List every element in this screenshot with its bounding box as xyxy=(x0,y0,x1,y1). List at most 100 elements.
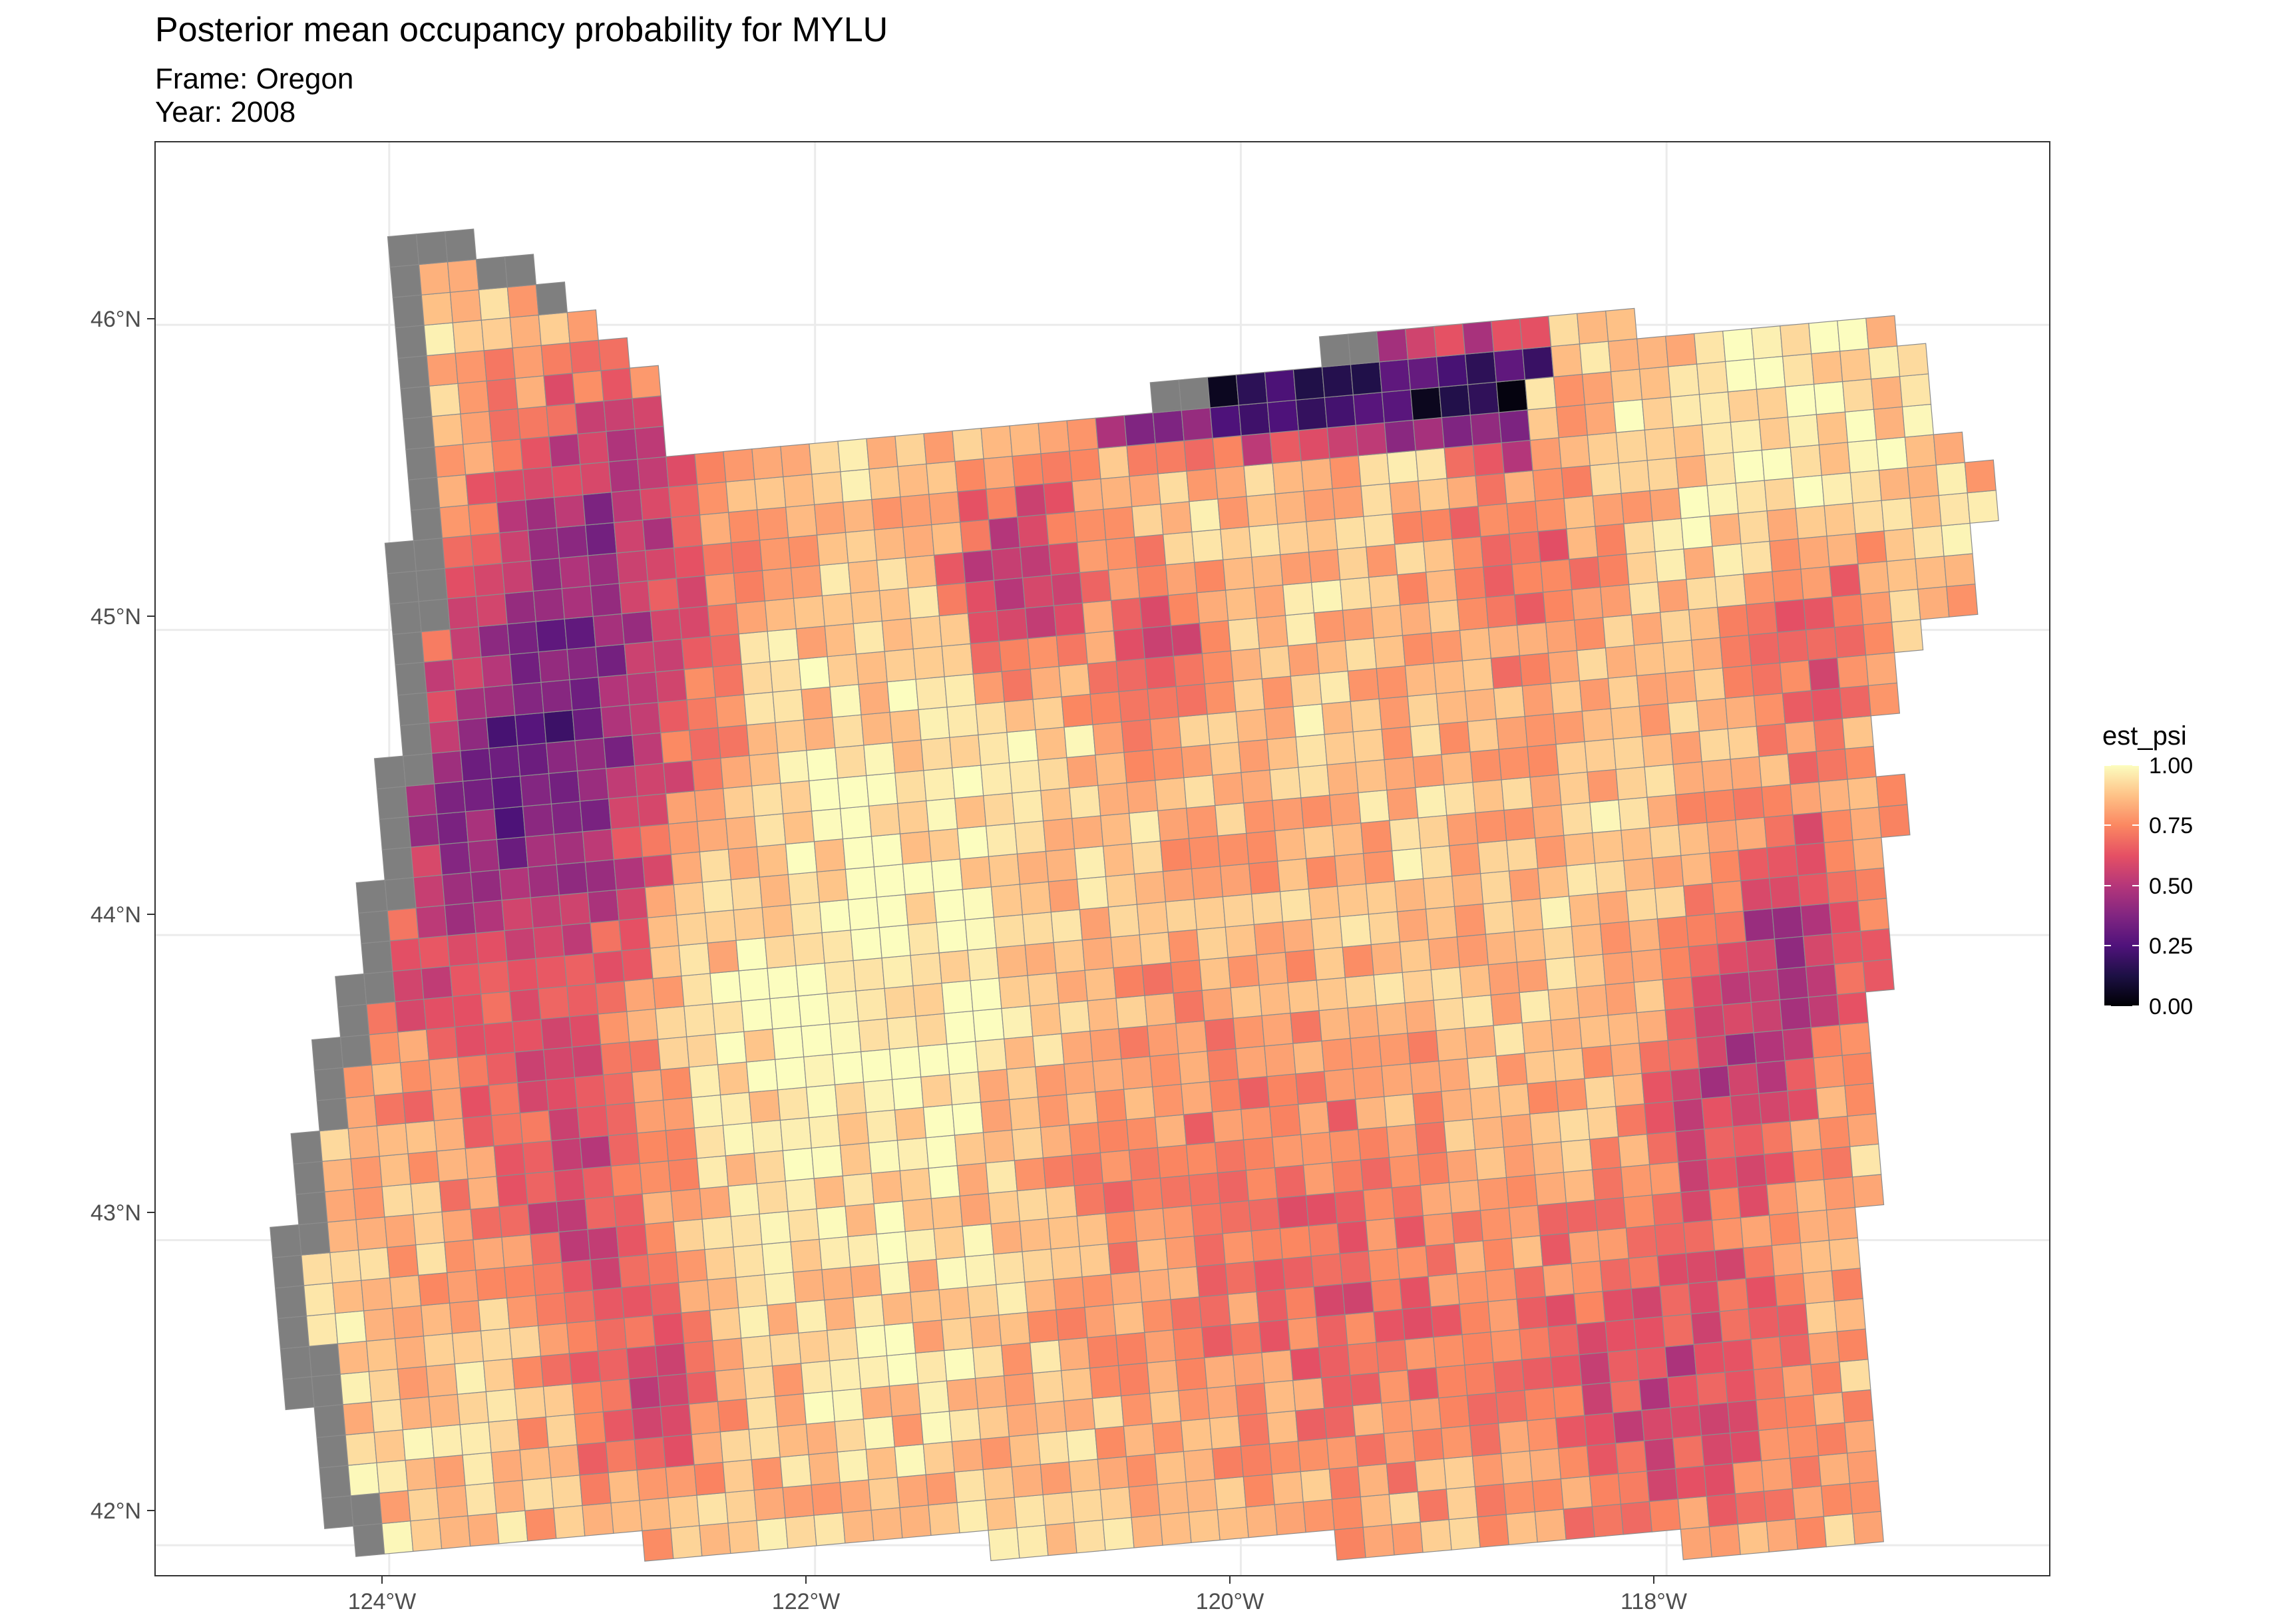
grid-cell xyxy=(1079,570,1112,604)
grid-cell xyxy=(483,684,516,719)
grid-cell xyxy=(1719,971,1752,1005)
grid-cell xyxy=(678,1279,711,1314)
grid-cell xyxy=(689,727,721,761)
grid-cell xyxy=(1030,665,1062,700)
grid-cell xyxy=(1177,1387,1211,1422)
grid-cell xyxy=(1087,661,1119,695)
grid-cell xyxy=(1310,1253,1343,1288)
grid-cell xyxy=(1365,880,1398,915)
grid-cell xyxy=(1760,1457,1794,1492)
grid-cell xyxy=(1048,542,1081,576)
grid-cell xyxy=(1261,675,1294,710)
grid-cell xyxy=(1823,1176,1856,1210)
grid-cell xyxy=(447,932,479,967)
grid-cell xyxy=(1073,845,1107,880)
grid-cell xyxy=(1638,366,1672,401)
grid-cell xyxy=(1407,693,1439,727)
grid-cell xyxy=(1823,502,1856,537)
grid-cell xyxy=(868,1139,900,1174)
grid-cell xyxy=(954,1132,987,1166)
grid-cell xyxy=(1276,858,1310,892)
grid-cell xyxy=(652,976,685,1009)
grid-cell xyxy=(719,1091,753,1126)
grid-cell xyxy=(634,1099,667,1134)
grid-cell xyxy=(644,884,677,918)
grid-cell xyxy=(376,1459,409,1494)
grid-cell xyxy=(1531,1478,1564,1513)
grid-cell xyxy=(415,1242,448,1276)
grid-cell xyxy=(405,783,438,818)
grid-cell xyxy=(603,735,636,769)
grid-cell xyxy=(1719,634,1752,669)
y-tick-42n: 42°N xyxy=(91,1499,155,1524)
grid-cell xyxy=(798,656,831,690)
grid-cell xyxy=(1456,1270,1489,1305)
grid-cell xyxy=(902,1198,934,1232)
grid-cell xyxy=(1740,540,1773,575)
grid-cell xyxy=(530,1231,562,1266)
grid-cell xyxy=(1534,1509,1567,1543)
grid-cell xyxy=(1149,716,1182,751)
grid-cell-missing xyxy=(316,1097,349,1132)
grid-cell xyxy=(1032,1033,1065,1067)
grid-cell xyxy=(745,1059,779,1093)
grid-cell xyxy=(1771,1242,1804,1277)
grid-cell xyxy=(1563,495,1596,530)
grid-cell xyxy=(720,755,753,789)
grid-cell xyxy=(584,859,617,893)
grid-cell xyxy=(1505,1174,1539,1208)
grid-cell xyxy=(801,1023,833,1057)
grid-cell xyxy=(1555,1415,1588,1449)
grid-cell xyxy=(1185,1142,1219,1176)
grid-cell xyxy=(1030,1340,1062,1374)
grid-cell xyxy=(475,930,508,964)
grid-cell xyxy=(842,836,875,870)
grid-cell xyxy=(1107,567,1141,601)
grid-cell xyxy=(1636,1346,1668,1381)
grid-cell xyxy=(1290,1009,1322,1044)
grid-cell xyxy=(590,920,622,954)
grid-cell xyxy=(1670,394,1703,428)
grid-cell xyxy=(1360,482,1393,517)
grid-cell xyxy=(1373,1308,1406,1343)
grid-cell xyxy=(930,1195,963,1230)
grid-cell xyxy=(429,719,461,754)
grid-cell xyxy=(1394,878,1427,912)
grid-cell xyxy=(618,917,651,952)
grid-cell xyxy=(569,1013,602,1048)
grid-cell xyxy=(447,259,480,293)
grid-cell xyxy=(1300,1131,1333,1166)
grid-cell xyxy=(1418,478,1450,512)
grid-cell xyxy=(1591,1166,1625,1201)
grid-cell xyxy=(571,1381,604,1415)
grid-cell xyxy=(1144,1329,1177,1363)
grid-cell xyxy=(1256,1288,1288,1323)
grid-cell xyxy=(1865,651,1898,686)
grid-cell xyxy=(722,1459,755,1493)
grid-cell xyxy=(1816,1085,1848,1119)
grid-cell xyxy=(597,1347,630,1382)
grid-cell xyxy=(1332,485,1364,520)
grid-cell xyxy=(775,719,807,754)
grid-cell xyxy=(1009,423,1042,457)
grid-cell xyxy=(1659,1283,1692,1318)
grid-cell xyxy=(1063,1061,1096,1095)
grid-cell xyxy=(488,1419,520,1453)
grid-cell xyxy=(1693,667,1726,702)
grid-cell xyxy=(1287,642,1320,677)
grid-cell xyxy=(1147,1023,1179,1057)
grid-cell xyxy=(1756,386,1789,421)
grid-cell xyxy=(868,1477,900,1511)
grid-cell xyxy=(1433,997,1465,1031)
grid-cell xyxy=(1407,1367,1439,1401)
grid-cell xyxy=(1350,1035,1382,1069)
grid-cell xyxy=(1800,1240,1832,1274)
grid-cell xyxy=(342,1064,375,1099)
grid-cell xyxy=(1878,467,1911,501)
grid-cell xyxy=(1454,566,1487,601)
grid-cell xyxy=(558,892,591,926)
grid-cell xyxy=(1825,1206,1859,1241)
grid-cell xyxy=(455,687,487,721)
grid-cell xyxy=(1563,1506,1595,1540)
grid-cell xyxy=(1225,587,1258,622)
